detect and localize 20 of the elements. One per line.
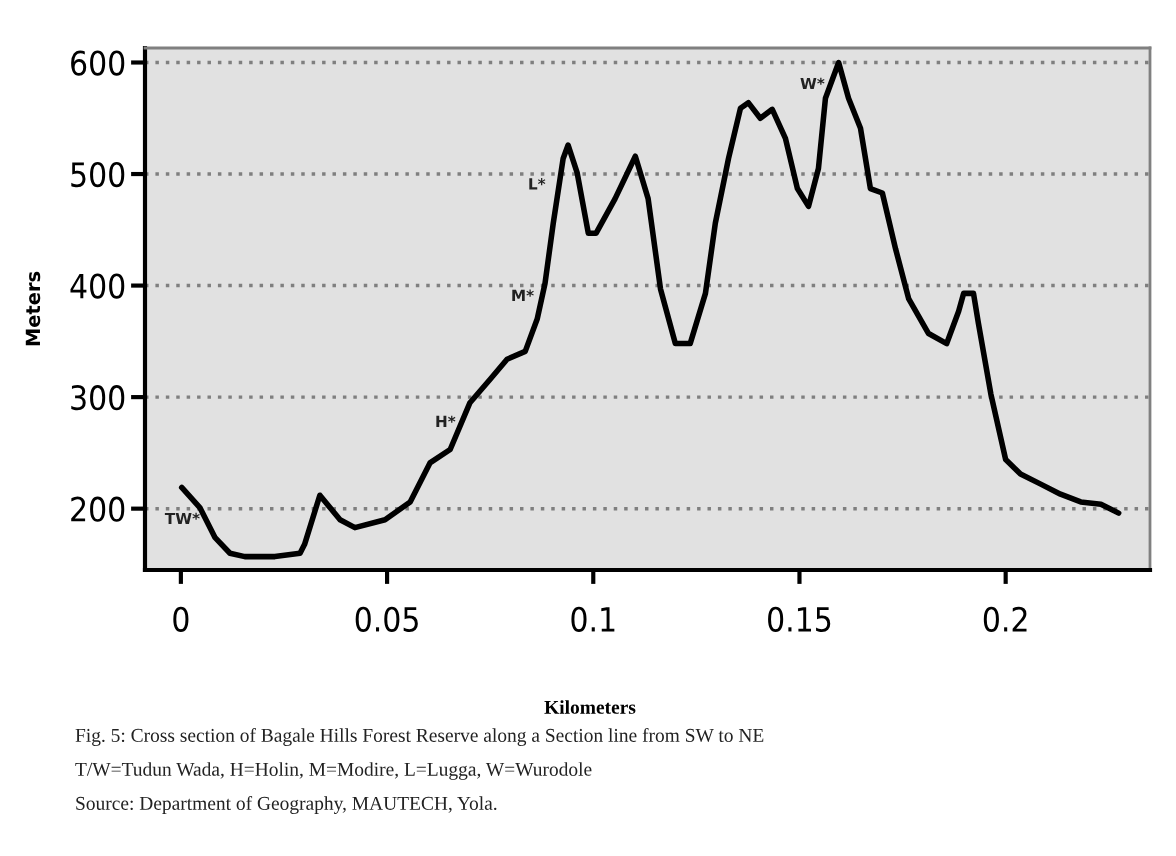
y-tick-label: 400 bbox=[70, 273, 125, 299]
x-tick-label: 0 bbox=[173, 606, 189, 632]
y-tick-label: 600 bbox=[71, 50, 125, 76]
annotation: W* bbox=[800, 77, 825, 90]
x-tick-label: 0.15 bbox=[768, 606, 831, 632]
annotation: L* bbox=[529, 178, 546, 190]
x-axis-title: Kilometers bbox=[544, 700, 636, 714]
y-axis-title: Meters bbox=[25, 271, 41, 346]
annotation: M* bbox=[512, 289, 534, 301]
annotation: H* bbox=[436, 415, 456, 427]
x-tick-label: 0.05 bbox=[355, 606, 418, 632]
text: T/W=Tudun Wada, H=Holin, M=Modire, L=Lugga, W=Wurodole bbox=[75, 762, 592, 780]
y-tick-label: 500 bbox=[71, 161, 125, 188]
caption: Fig. 5: Cross section of Bagale Hills Forest Reserve along a Section line from SW to NE bbox=[75, 728, 764, 746]
x-tick-label: 0.1 bbox=[571, 606, 615, 632]
y-tick-label: 300 bbox=[71, 385, 125, 411]
x-tick-label: 0.2 bbox=[983, 606, 1027, 632]
source-note: Source: Department of Geography, MAUTECH, Yola. bbox=[76, 796, 497, 814]
annotation: TW* bbox=[164, 512, 200, 525]
y-tick-label: 200 bbox=[71, 496, 125, 522]
